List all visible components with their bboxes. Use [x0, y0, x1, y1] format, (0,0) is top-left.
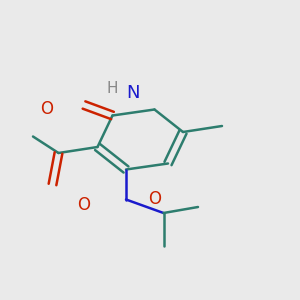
Text: O: O: [77, 196, 91, 214]
Text: H: H: [107, 81, 118, 96]
Text: O: O: [148, 190, 161, 208]
Text: O: O: [40, 100, 53, 118]
Text: N: N: [127, 84, 140, 102]
